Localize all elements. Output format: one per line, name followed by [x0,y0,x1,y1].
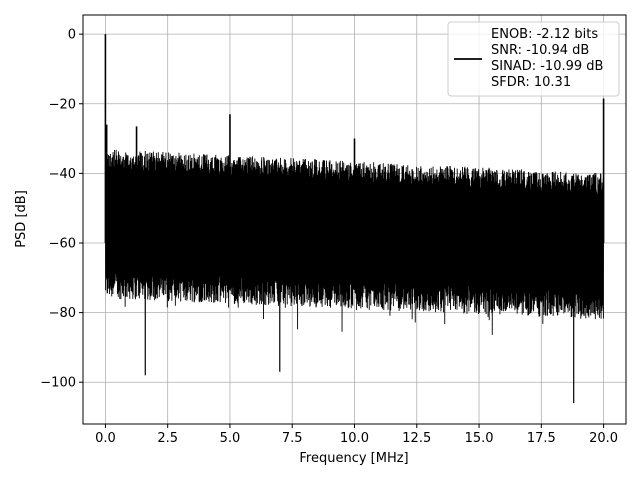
x-tick-label: 10.0 [340,431,369,446]
legend-enob: ENOB: -2.12 bits [491,27,598,42]
x-tick-label: 20.0 [589,431,618,446]
x-tick-label: 0.0 [95,431,116,446]
legend-sfdr: SFDR: 10.31 [491,75,571,90]
x-tick-label: 2.5 [157,431,178,446]
y-tick-label: 0 [68,28,76,43]
legend-snr: SNR: -10.94 dB [491,43,589,58]
x-axis-ticks: 0.0 2.5 5.0 7.5 10.0 12.5 15.0 17.5 20.0 [95,424,618,446]
legend-sinad: SINAD: -10.99 dB [491,59,603,74]
x-tick-label: 5.0 [220,431,241,446]
legend: ENOB: -2.12 bits SNR: -10.94 dB SINAD: -… [447,21,620,97]
x-tick-label: 7.5 [282,431,303,446]
x-tick-label: 15.0 [465,431,494,446]
y-axis-ticks: 0 −20 −40 −60 −80 −100 [40,28,83,391]
y-tick-label: −100 [40,376,76,391]
x-axis-label: Frequency [MHz] [299,451,408,466]
x-tick-label: 17.5 [527,431,556,446]
psd-series [104,34,605,404]
x-tick-label: 12.5 [402,431,431,446]
y-tick-label: −60 [49,236,76,251]
y-tick-label: −20 [49,97,76,112]
y-axis-label: PSD [dB] [14,190,29,248]
y-tick-label: −80 [49,306,76,321]
legend-box [447,21,620,97]
y-tick-label: −40 [49,167,76,182]
